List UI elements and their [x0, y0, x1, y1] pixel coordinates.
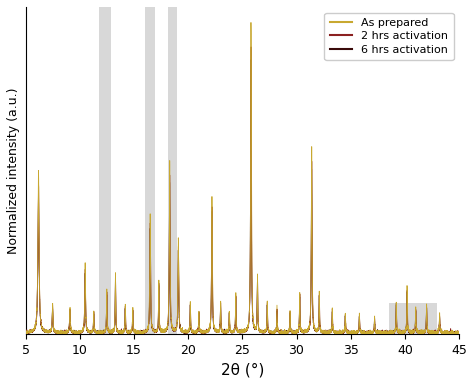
2 hrs activation	[449, 331, 455, 336]
2 hrs activation	[23, 331, 28, 336]
6 hrs activation	[45, 329, 50, 334]
As prepared	[298, 327, 304, 332]
2 hrs activation	[456, 331, 462, 336]
Line: 6 hrs activation: 6 hrs activation	[26, 60, 459, 334]
2 hrs activation	[248, 45, 254, 49]
As prepared	[456, 329, 462, 333]
2 hrs activation	[180, 328, 185, 333]
6 hrs activation	[248, 58, 254, 62]
As prepared	[367, 329, 373, 333]
6 hrs activation	[279, 330, 285, 334]
As prepared	[45, 330, 50, 335]
Bar	[145, 7, 155, 334]
Y-axis label: Normalized intensity (a.u.): Normalized intensity (a.u.)	[7, 87, 20, 253]
Bar	[167, 7, 177, 334]
Line: 2 hrs activation: 2 hrs activation	[26, 47, 459, 334]
As prepared	[248, 20, 254, 25]
Bar	[389, 303, 438, 334]
6 hrs activation	[180, 329, 185, 333]
6 hrs activation	[456, 331, 462, 336]
6 hrs activation	[298, 329, 304, 334]
2 hrs activation	[298, 328, 304, 333]
As prepared	[279, 331, 285, 335]
6 hrs activation	[344, 329, 350, 333]
6 hrs activation	[454, 331, 460, 336]
6 hrs activation	[23, 330, 28, 335]
2 hrs activation	[367, 331, 373, 335]
2 hrs activation	[344, 329, 350, 333]
Legend: As prepared, 2 hrs activation, 6 hrs activation: As prepared, 2 hrs activation, 6 hrs act…	[324, 13, 454, 60]
Bar	[99, 7, 111, 334]
As prepared	[180, 328, 185, 332]
2 hrs activation	[45, 330, 50, 334]
As prepared	[344, 330, 350, 334]
As prepared	[23, 330, 28, 335]
2 hrs activation	[279, 331, 285, 335]
As prepared	[452, 331, 457, 336]
Line: As prepared: As prepared	[26, 23, 459, 334]
6 hrs activation	[367, 328, 373, 333]
X-axis label: 2θ (°): 2θ (°)	[220, 362, 264, 377]
